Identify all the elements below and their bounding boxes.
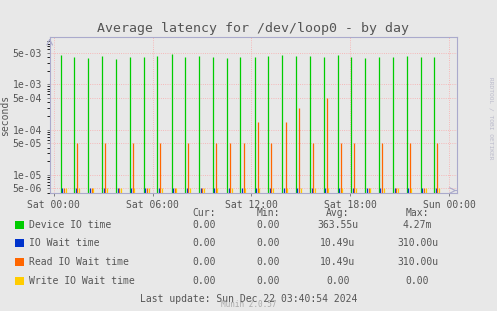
Text: IO Wait time: IO Wait time [29,238,99,248]
Text: 310.00u: 310.00u [397,257,438,267]
Text: Cur:: Cur: [192,208,216,218]
Text: 0.00: 0.00 [192,220,216,230]
Text: 363.55u: 363.55u [318,220,358,230]
Text: RRDTOOL / TOBI OETIKER: RRDTOOL / TOBI OETIKER [489,77,494,160]
Text: 0.00: 0.00 [256,220,280,230]
Text: 0.00: 0.00 [192,257,216,267]
Text: Munin 2.0.57: Munin 2.0.57 [221,300,276,309]
Text: 10.49u: 10.49u [321,257,355,267]
Text: 10.49u: 10.49u [321,238,355,248]
Title: Average latency for /dev/loop0 - by day: Average latency for /dev/loop0 - by day [97,22,410,35]
Text: Min:: Min: [256,208,280,218]
Text: 0.00: 0.00 [192,238,216,248]
Text: 0.00: 0.00 [256,276,280,285]
Text: 4.27m: 4.27m [403,220,432,230]
Y-axis label: seconds: seconds [0,95,10,136]
Text: Write IO Wait time: Write IO Wait time [29,276,135,285]
Text: 0.00: 0.00 [256,238,280,248]
Text: 0.00: 0.00 [192,276,216,285]
Text: Read IO Wait time: Read IO Wait time [29,257,129,267]
Text: Device IO time: Device IO time [29,220,111,230]
Text: 0.00: 0.00 [326,276,350,285]
Text: 0.00: 0.00 [256,257,280,267]
Text: Last update: Sun Dec 22 03:40:54 2024: Last update: Sun Dec 22 03:40:54 2024 [140,294,357,304]
Text: 0.00: 0.00 [406,276,429,285]
Text: Avg:: Avg: [326,208,350,218]
Text: 310.00u: 310.00u [397,238,438,248]
Text: Max:: Max: [406,208,429,218]
